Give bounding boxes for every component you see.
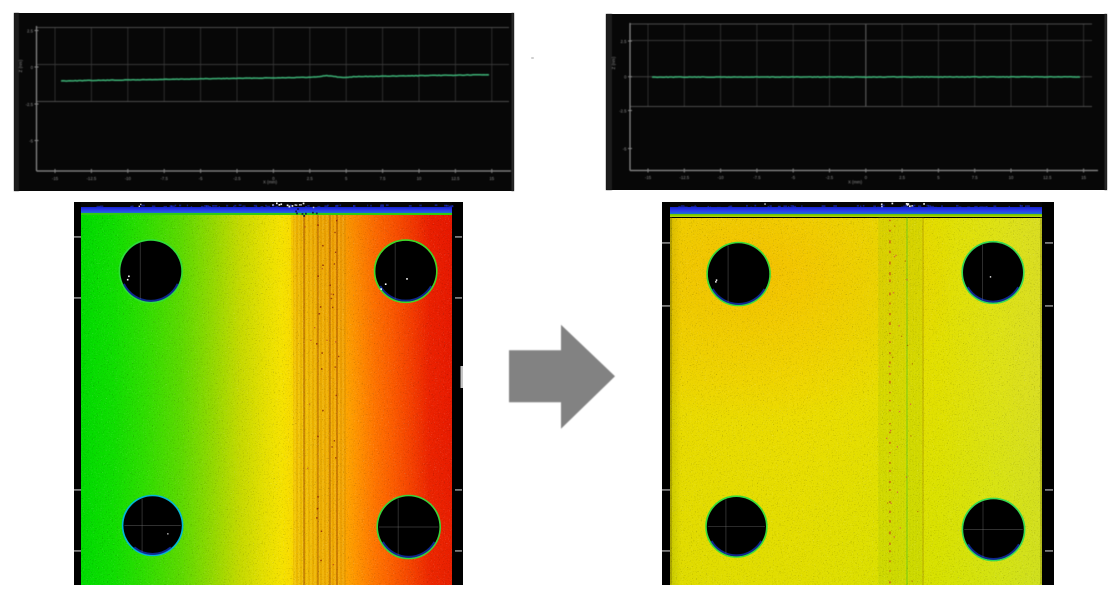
svg-text:X (mm): X (mm): [263, 180, 278, 185]
svg-text:Z (nm): Z (nm): [611, 56, 616, 69]
svg-text:-5: -5: [29, 139, 33, 144]
svg-text:12.5: 12.5: [451, 176, 460, 181]
svg-text:2.5: 2.5: [27, 29, 34, 34]
svg-text:0: 0: [624, 75, 627, 80]
svg-text:-12.5: -12.5: [87, 176, 97, 181]
svg-text:-2.5: -2.5: [826, 175, 834, 180]
svg-text:-10: -10: [717, 175, 724, 180]
svg-text:15: 15: [1081, 175, 1086, 180]
svg-text:-2.5: -2.5: [233, 176, 241, 181]
svg-text:0: 0: [865, 175, 868, 180]
svg-text:-2.5: -2.5: [26, 102, 34, 107]
svg-text:10: 10: [1009, 175, 1014, 180]
svg-text:2.5: 2.5: [899, 175, 906, 180]
svg-text:-7.5: -7.5: [160, 176, 168, 181]
svg-text:15: 15: [489, 176, 494, 181]
svg-text:-15: -15: [52, 176, 59, 181]
svg-text:-12.5: -12.5: [679, 175, 689, 180]
svg-text:5: 5: [345, 176, 348, 181]
svg-text:-7.5: -7.5: [753, 175, 761, 180]
svg-text:7.5: 7.5: [380, 176, 387, 181]
svg-text:10: 10: [417, 176, 422, 181]
svg-text:0: 0: [272, 176, 275, 181]
svg-text:-10: -10: [125, 176, 132, 181]
svg-text:2.5: 2.5: [307, 176, 314, 181]
svg-text:-2.5: -2.5: [619, 109, 627, 114]
svg-text:-15: -15: [645, 175, 652, 180]
svg-text:2.5: 2.5: [621, 39, 628, 44]
svg-text:Z (nm): Z (nm): [18, 59, 23, 72]
svg-text:5: 5: [937, 175, 940, 180]
svg-text:-5: -5: [199, 176, 203, 181]
svg-text:12.5: 12.5: [1043, 175, 1052, 180]
svg-text:X (mm): X (mm): [848, 180, 863, 185]
svg-text:-5: -5: [623, 147, 627, 152]
svg-text:0: 0: [31, 65, 34, 70]
svg-text:-5: -5: [791, 175, 795, 180]
svg-text:7.5: 7.5: [972, 175, 979, 180]
